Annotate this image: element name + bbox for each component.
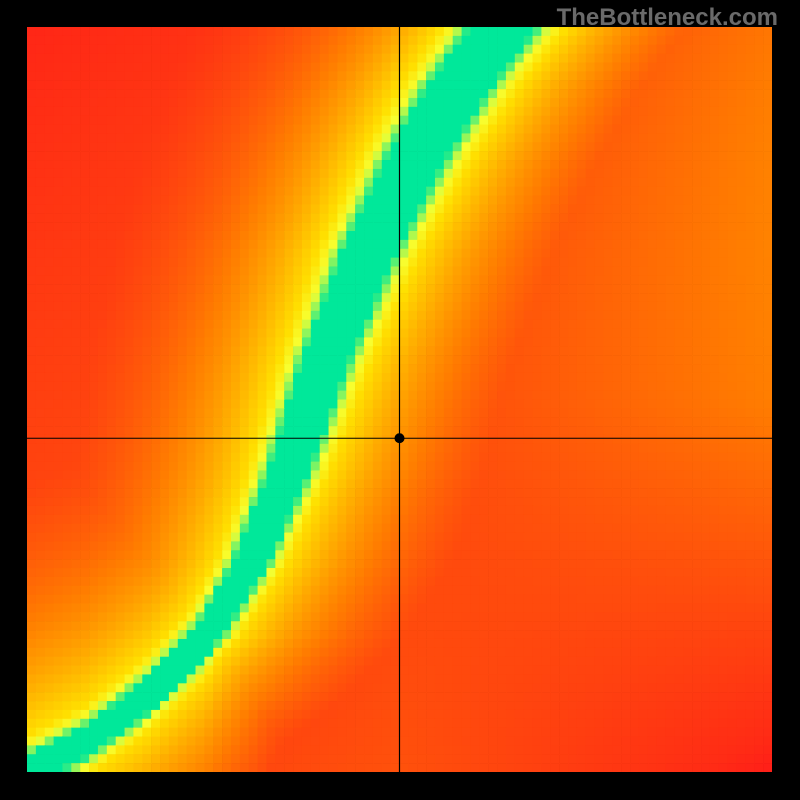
heatmap-plot — [27, 27, 772, 772]
heatmap-canvas — [27, 27, 772, 772]
